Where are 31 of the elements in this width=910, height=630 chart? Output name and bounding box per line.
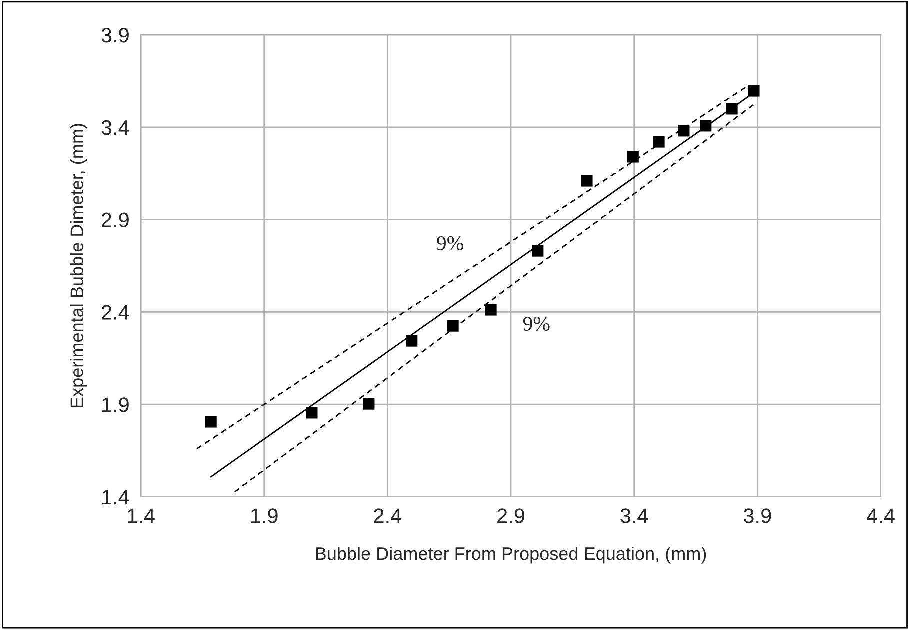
y-tick-label: 1.4	[102, 490, 130, 505]
point	[700, 120, 712, 132]
x-tick-label: 1.4	[128, 508, 155, 524]
annotation: 9%	[437, 236, 464, 251]
point	[485, 304, 497, 316]
point	[748, 85, 760, 97]
y-tick-label: 3.9	[102, 28, 129, 43]
point	[678, 125, 690, 137]
point	[532, 245, 544, 257]
y-tick-label: 2.4	[102, 305, 130, 320]
y-tick-label: 1.9	[102, 398, 129, 412]
x-tick-label: 3.9	[744, 508, 772, 524]
x-axis-title: Bubble Diameter From Proposed Equation, (mm)	[316, 546, 706, 564]
point	[363, 398, 375, 410]
x-tick-label: 1.9	[251, 508, 278, 524]
x-tick-label: 3.4	[620, 508, 648, 524]
point	[406, 335, 418, 347]
point	[653, 136, 665, 148]
point	[627, 151, 639, 163]
point	[447, 320, 459, 332]
y-tick-label: 3.4	[102, 120, 130, 136]
point	[306, 407, 318, 419]
x-tick-label: 4.4	[867, 508, 895, 524]
y-axis-title: Experimental Bubble Dimeter, (mm)	[70, 124, 88, 408]
annotation: 9%	[523, 316, 550, 332]
point	[205, 416, 217, 428]
x-tick-label: 2.9	[498, 508, 524, 524]
x-tick-label: 2.4	[374, 508, 402, 524]
point	[581, 175, 593, 187]
y-tick-label: 2.9	[102, 212, 129, 228]
point	[726, 103, 738, 115]
